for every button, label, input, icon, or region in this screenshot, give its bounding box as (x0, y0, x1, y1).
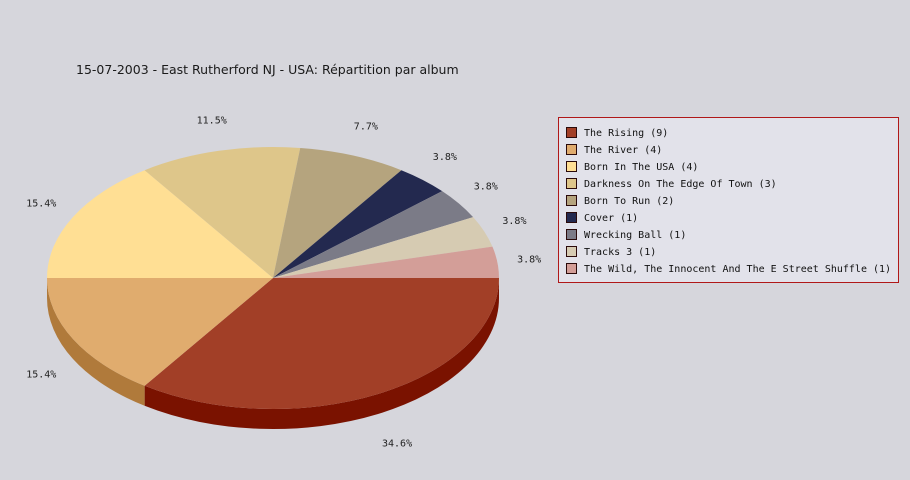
legend-box (558, 117, 899, 283)
pie-slices (47, 147, 499, 410)
pie-slice-6 (273, 191, 474, 278)
pie-slice-0 (144, 278, 499, 410)
legend-swatch-6 (566, 229, 577, 240)
percent-label-6: 3.8% (474, 181, 498, 192)
pie-slice-4 (273, 147, 402, 278)
pie-slice-5 (273, 170, 443, 278)
percent-label-4: 7.7% (354, 122, 378, 133)
percent-label-7: 3.8% (502, 216, 526, 227)
pie-slice-8 (273, 246, 499, 278)
percent-label-8: 3.8% (517, 254, 541, 265)
legend-label-1: The River (4) (584, 145, 662, 156)
legend-swatch-8 (566, 263, 577, 274)
legend-swatch-2 (566, 161, 577, 172)
pie-slice-2 (47, 170, 273, 278)
percent-label-2: 15.4% (26, 198, 56, 209)
legend-label-8: The Wild, The Innocent And The E Street … (584, 264, 891, 275)
percent-label-5: 3.8% (433, 152, 457, 163)
pie-slice-7 (273, 217, 493, 278)
legend-label-0: The Rising (9) (584, 128, 668, 139)
legend-label-4: Born To Run (2) (584, 196, 674, 207)
legend-swatch-0 (566, 127, 577, 138)
legend: The Rising (9) The River (4) Born In The U… (558, 117, 899, 283)
pie-3d-sides (47, 278, 499, 430)
legend-label-7: Tracks 3 (1) (584, 247, 656, 258)
percent-labels: 34.6% 15.4% 15.4% 11.5% 7.7% 3.8% 3.8% 3.8% 3.8% (26, 116, 541, 450)
pie-side-1 (47, 278, 145, 406)
legend-swatch-4 (566, 195, 577, 206)
legend-swatch-3 (566, 178, 577, 189)
percent-label-0: 34.6% (382, 438, 412, 449)
legend-label-6: Wrecking Ball (1) (584, 230, 686, 241)
percent-label-3: 11.5% (197, 116, 227, 127)
pie-side-0 (144, 278, 499, 430)
legend-label-2: Born In The USA (4) (584, 162, 698, 173)
pie-slice-3 (144, 147, 301, 278)
legend-label-5: Cover (1) (584, 213, 638, 224)
chart-title: 15-07-2003 - East Rutherford NJ - USA: R… (76, 62, 459, 77)
legend-label-3: Darkness On The Edge Of Town (3) (584, 179, 777, 190)
legend-swatch-5 (566, 212, 577, 223)
pie-slice-1 (47, 278, 273, 386)
percent-label-1: 15.4% (26, 370, 56, 381)
legend-swatch-7 (566, 246, 577, 257)
legend-swatch-1 (566, 144, 577, 155)
